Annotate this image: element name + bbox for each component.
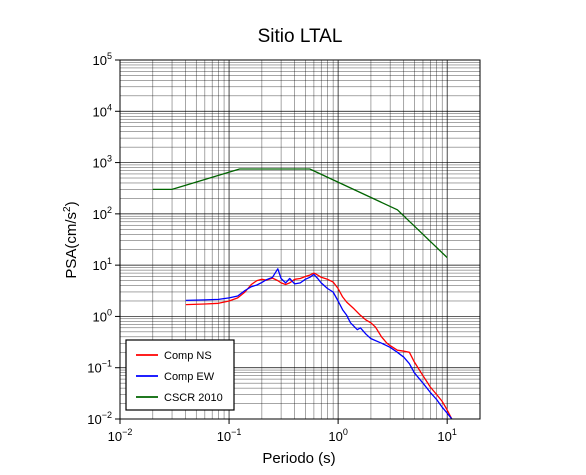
y-tick-label-base: 10 xyxy=(93,53,107,68)
legend-box xyxy=(125,339,235,411)
x-tick-label: 101 xyxy=(437,427,456,444)
y-tick-label-exp: −2 xyxy=(102,410,112,420)
x-tick-label: 100 xyxy=(328,427,347,444)
series-line-comp-ns xyxy=(185,272,453,420)
y-tick-label-exp: 4 xyxy=(107,102,112,112)
y-tick-label-base: 10 xyxy=(87,361,101,376)
chart-title: Sitio LTAL xyxy=(258,26,343,47)
x-tick-label-base: 10 xyxy=(108,429,122,444)
y-axis-label-sup: 2 xyxy=(62,206,73,212)
x-tick-label: 10−1 xyxy=(217,427,242,444)
y-tick-label: 103 xyxy=(93,154,112,171)
series-line-comp-ew xyxy=(185,268,453,420)
y-tick-label: 10−1 xyxy=(87,359,112,376)
x-tick-label-exp: 0 xyxy=(343,427,348,437)
y-tick-label-exp: −1 xyxy=(102,359,112,369)
y-tick-label: 10−2 xyxy=(87,410,112,427)
x-tick-label-exp: −2 xyxy=(122,427,132,437)
y-tick-label: 100 xyxy=(93,307,112,324)
plot-frame xyxy=(119,59,481,420)
y-tick-label-base: 10 xyxy=(93,104,107,119)
x-tick-label-exp: 1 xyxy=(452,427,457,437)
legend: Comp NS Comp EW CSCR 2010 xyxy=(125,339,235,411)
x-axis-label: Periodo (s) xyxy=(262,450,335,467)
y-tick-label-exp: 0 xyxy=(107,307,112,317)
series-lines xyxy=(152,168,453,420)
y-tick-label: 105 xyxy=(93,51,112,68)
y-tick-label-exp: 2 xyxy=(107,205,112,215)
y-tick-label-base: 10 xyxy=(93,309,107,324)
legend-label: Comp EW xyxy=(164,371,215,383)
y-tick-label-exp: 1 xyxy=(107,256,112,266)
y-axis-label-base: PSA(cm/s xyxy=(63,212,80,279)
y-tick-label-base: 10 xyxy=(93,207,107,222)
y-tick-label-exp: 3 xyxy=(107,154,112,164)
y-axis-label-close: ) xyxy=(63,201,80,206)
y-axis-label: PSA(cm/s2) xyxy=(62,201,80,278)
legend-label: CSCR 2010 xyxy=(164,392,223,404)
y-tick-label: 101 xyxy=(93,256,112,273)
x-tick-label: 10−2 xyxy=(108,427,133,444)
y-tick-label-base: 10 xyxy=(93,258,107,273)
x-tick-label-exp: −1 xyxy=(231,427,241,437)
series-line-cscr-2010 xyxy=(152,168,448,259)
y-tick-label: 104 xyxy=(93,102,112,119)
y-tick-label-base: 10 xyxy=(93,156,107,171)
x-tick-label-base: 10 xyxy=(217,429,231,444)
x-tick-label-base: 10 xyxy=(328,429,342,444)
legend-label: Comp NS xyxy=(164,350,212,362)
y-tick-label: 102 xyxy=(93,205,112,222)
x-tick-label-base: 10 xyxy=(437,429,451,444)
y-tick-label-base: 10 xyxy=(87,412,101,427)
y-tick-label-exp: 5 xyxy=(107,51,112,61)
